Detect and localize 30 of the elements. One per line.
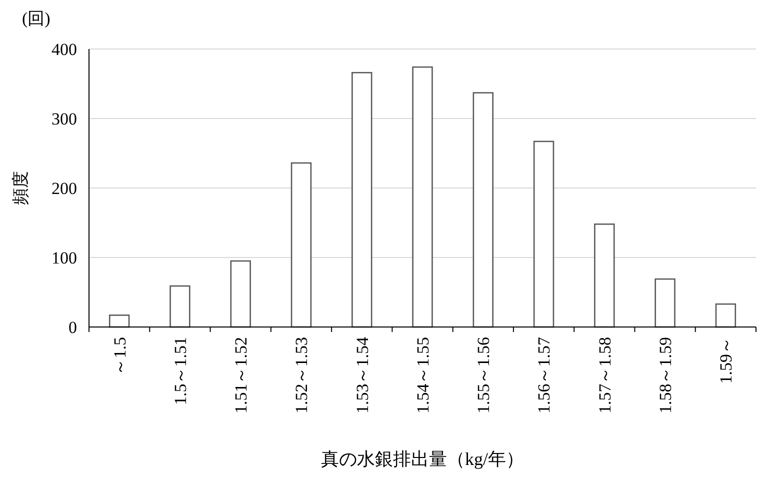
x-tick-label: 1.51～1.52	[232, 337, 251, 414]
y-tick-label: 400	[52, 40, 77, 59]
x-tick-label: 1.52～1.53	[292, 337, 312, 414]
bar	[533, 140, 554, 328]
bar	[230, 260, 251, 328]
x-tick-label: 1.53～1.54	[352, 336, 372, 414]
x-tick-label: 1.57～1.58	[595, 337, 614, 414]
bar	[654, 278, 676, 328]
x-tick-label: 1.5～1.51	[170, 337, 190, 405]
bar	[170, 285, 190, 328]
x-tick-label: 1.56～1.57	[534, 336, 554, 414]
x-axis-title: 真の水銀排出量（kg/年）	[320, 449, 524, 469]
text: (回)	[22, 9, 50, 28]
y-axis-title: 頻度	[10, 171, 30, 205]
bar	[290, 162, 312, 328]
x-tick-label: 1.58～1.59	[656, 337, 675, 414]
bar	[715, 303, 736, 328]
y-tick-label: 100	[52, 248, 77, 268]
x-tick-label: 1.54～1.55	[413, 337, 432, 414]
bar	[472, 92, 494, 328]
y-tick-label: 0	[68, 318, 77, 337]
x-tick-label: 1.55～1.56	[474, 337, 494, 414]
y-tick-label: 200	[52, 178, 77, 198]
y-tick-label: 300	[52, 109, 77, 128]
x-tick-label: ～1.5	[110, 337, 130, 376]
bar	[352, 72, 372, 328]
bar	[412, 66, 433, 328]
bar	[108, 314, 130, 328]
x-tick-label: 1.59～	[716, 337, 736, 384]
bar	[594, 223, 615, 328]
